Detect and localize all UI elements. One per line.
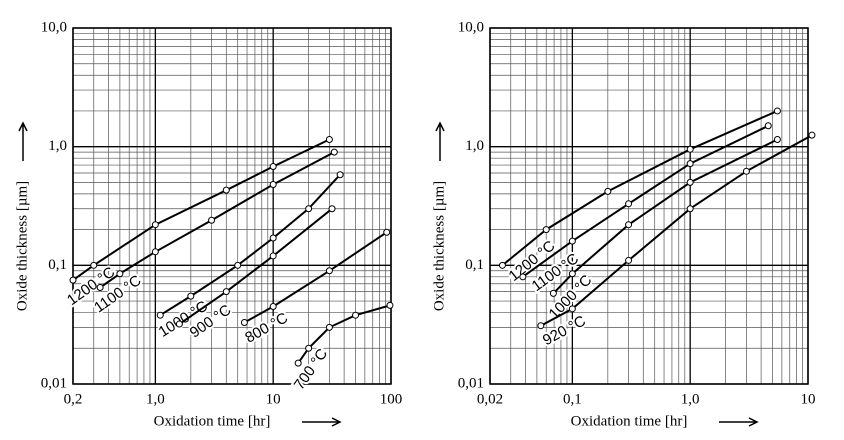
data-point <box>773 107 781 115</box>
y-axis-arrow <box>18 121 28 161</box>
y-tick-label: 0,01 <box>458 375 484 391</box>
data-point <box>519 273 527 281</box>
data-point <box>269 163 277 171</box>
x-tick-label: 10 <box>266 391 281 407</box>
x-tick-label: 10 <box>801 391 816 407</box>
data-point <box>325 135 333 143</box>
curve <box>159 174 341 317</box>
data-point <box>269 252 277 260</box>
data-point <box>568 305 576 313</box>
data-point <box>604 187 612 195</box>
data-point <box>336 171 344 179</box>
data-point <box>764 122 772 130</box>
x-tick-label: 100 <box>380 391 403 407</box>
data-point <box>352 311 360 319</box>
data-point <box>151 221 159 229</box>
data-point <box>222 186 230 194</box>
x-tick-label: 0,02 <box>477 391 503 407</box>
curve <box>178 207 333 325</box>
data-point <box>269 180 277 188</box>
y-tick-label: 0,01 <box>41 375 67 391</box>
data-point <box>537 322 545 330</box>
data-point <box>116 270 124 278</box>
data-point <box>69 276 77 284</box>
plot-frame <box>489 27 809 385</box>
x-axis-label: Oxidation time [hr] <box>571 413 688 429</box>
plot-frame <box>72 27 392 385</box>
y-tick-label: 0,1 <box>48 257 67 273</box>
data-point <box>151 248 159 256</box>
y-tick-label: 0,1 <box>465 257 484 273</box>
y-axis-label: Oxide thickness [µm] <box>14 181 30 311</box>
data-point <box>568 237 576 245</box>
y-tick-label: 1,0 <box>48 138 67 154</box>
data-point <box>386 301 394 309</box>
data-point <box>383 228 391 236</box>
curve <box>72 138 330 282</box>
data-point <box>90 261 98 269</box>
data-point <box>686 145 694 153</box>
x-tick-label: 0,2 <box>64 391 83 407</box>
data-point <box>568 270 576 278</box>
data-point <box>542 226 550 234</box>
data-point <box>175 320 183 328</box>
data-point <box>498 261 506 269</box>
y-tick-label: 1,0 <box>465 138 484 154</box>
data-point <box>222 288 230 296</box>
x-axis-arrow <box>719 417 759 427</box>
y-axis-arrow <box>435 121 445 161</box>
data-point <box>187 292 195 300</box>
data-point <box>742 167 750 175</box>
data-point <box>269 234 277 242</box>
x-tick-label: 1,0 <box>681 391 700 407</box>
x-tick-label: 0,1 <box>563 391 582 407</box>
data-point <box>305 205 313 213</box>
data-point <box>156 311 164 319</box>
data-point <box>808 131 816 139</box>
y-axis-label: Oxide thickness [µm] <box>431 181 447 311</box>
data-point <box>625 221 633 229</box>
data-point <box>325 323 333 331</box>
data-point <box>234 261 242 269</box>
curve <box>522 124 769 278</box>
data-point <box>325 267 333 275</box>
data-point <box>686 160 694 168</box>
data-point <box>240 318 248 326</box>
data-point <box>686 178 694 186</box>
data-point <box>625 256 633 264</box>
x-tick-label: 1,0 <box>146 391 165 407</box>
data-point <box>328 205 336 213</box>
curve <box>540 134 813 327</box>
data-point <box>330 148 338 156</box>
series-label: 920 °C <box>540 312 589 349</box>
x-axis-arrow <box>302 417 342 427</box>
curve <box>99 151 335 289</box>
y-tick-label: 10,0 <box>458 19 484 35</box>
curve <box>243 231 388 324</box>
x-axis-label: Oxidation time [hr] <box>154 413 271 429</box>
data-point <box>773 135 781 143</box>
data-point <box>208 216 216 224</box>
data-point <box>625 200 633 208</box>
y-tick-label: 10,0 <box>41 19 67 35</box>
data-point <box>686 205 694 213</box>
series-label: 800 °C <box>242 309 291 346</box>
data-point <box>294 359 302 367</box>
series-label: 700 °C <box>291 346 332 394</box>
data-point <box>269 302 277 310</box>
data-point <box>549 289 557 297</box>
data-point <box>96 284 104 292</box>
data-point <box>305 344 313 352</box>
